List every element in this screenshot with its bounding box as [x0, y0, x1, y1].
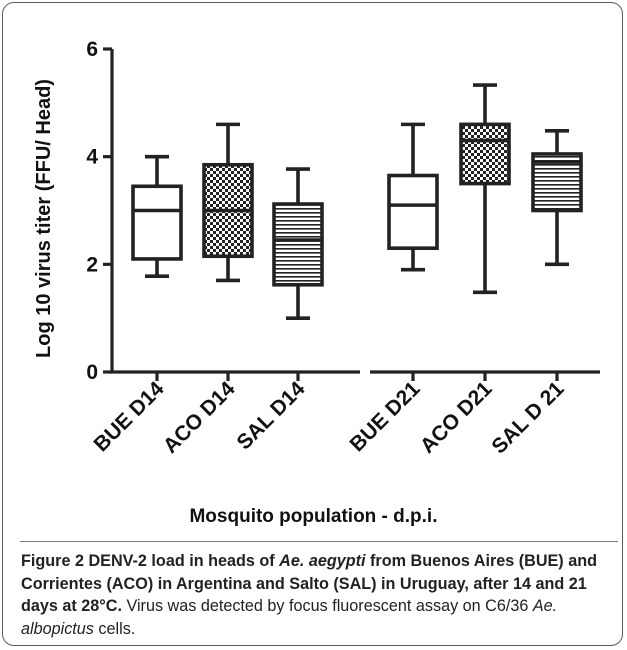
caption-species-2: Ae. albopictus	[21, 597, 558, 638]
y-tick-label: 2	[86, 253, 98, 276]
x-axis-label: Mosquito population - d.p.i.	[189, 506, 438, 527]
x-tick-label: ACO D14	[159, 377, 240, 458]
box	[272, 202, 324, 287]
box-group	[531, 129, 583, 267]
boxplot-chart: 0 2 4 6 Log 10 virus titer (FFU/ Head) BUE D1…	[33, 38, 600, 458]
x-tick-label: BUE D21	[346, 377, 425, 456]
box-group	[202, 122, 254, 283]
caption-text-part-2: cells.	[93, 619, 136, 638]
boxes	[131, 83, 583, 320]
x-tick-label: ACO D21	[416, 377, 497, 458]
box-group	[387, 122, 439, 272]
caption-species-1: Ae. aegypti	[279, 552, 366, 570]
x-tick-label: SAL D14	[232, 377, 309, 454]
caption-divider	[20, 541, 618, 542]
box-group	[272, 167, 324, 320]
caption-text-part-1: Virus was detected by focus fluorescent …	[121, 597, 533, 615]
box	[131, 184, 183, 261]
box	[387, 173, 439, 250]
y-axis-label: Log 10 virus titer (FFU/ Head)	[33, 79, 55, 358]
box-group	[459, 83, 511, 295]
caption-title-part-1: DENV-2 load in heads of	[83, 552, 280, 570]
caption-title-part-2: from Buenos Aires (BUE) and Corrientes (…	[21, 552, 597, 615]
box-group	[131, 154, 183, 278]
y-tick-label: 6	[86, 38, 98, 61]
figure-number: Figure 2	[21, 552, 84, 570]
y-tick-label: 4	[86, 146, 98, 169]
figure-caption: Figure 2 DENV-2 load in heads of Ae. aeg…	[21, 550, 611, 640]
axes	[103, 47, 600, 381]
box	[459, 122, 511, 186]
x-tick-label: BUE D14	[90, 377, 169, 456]
x-tick-label: SAL D 21	[487, 377, 568, 458]
y-tick-label: 0	[86, 361, 98, 384]
